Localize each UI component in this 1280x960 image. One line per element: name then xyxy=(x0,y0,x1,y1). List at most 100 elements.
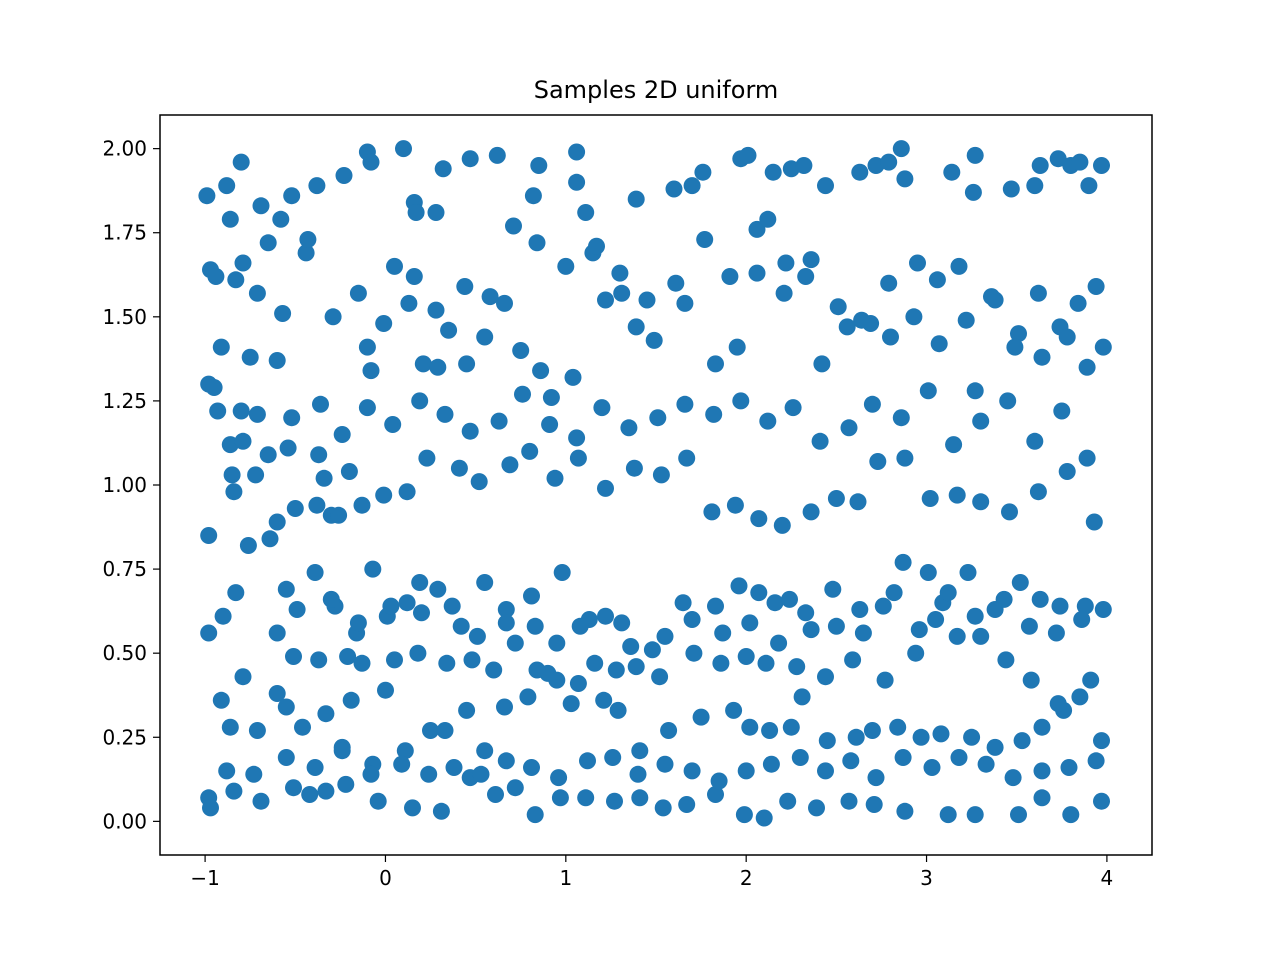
data-point xyxy=(597,291,614,309)
data-point xyxy=(506,634,524,652)
data-point xyxy=(461,150,479,168)
data-point xyxy=(200,624,218,642)
data-point xyxy=(487,786,504,803)
data-point xyxy=(892,140,910,158)
data-point xyxy=(386,651,403,669)
data-point xyxy=(880,153,898,171)
data-point xyxy=(627,318,645,336)
data-point xyxy=(429,358,447,376)
data-point xyxy=(445,759,463,776)
data-point xyxy=(577,789,595,807)
data-point xyxy=(405,268,423,285)
data-point xyxy=(382,597,400,615)
x-tick-label: 2 xyxy=(740,866,753,890)
data-point xyxy=(384,416,402,433)
data-point xyxy=(398,594,416,612)
data-point xyxy=(919,564,937,581)
data-point xyxy=(957,311,975,329)
data-point xyxy=(461,422,479,440)
data-point xyxy=(524,187,542,205)
data-point xyxy=(285,779,302,797)
data-point xyxy=(470,473,488,491)
data-point xyxy=(766,594,784,612)
data-point xyxy=(232,402,250,420)
data-point xyxy=(223,466,241,484)
data-point xyxy=(696,231,714,248)
data-point xyxy=(476,328,494,346)
data-point xyxy=(1093,732,1110,750)
data-point xyxy=(526,617,544,635)
data-point xyxy=(840,792,858,810)
data-point xyxy=(1033,762,1051,780)
data-point xyxy=(705,405,723,423)
data-point xyxy=(294,718,311,736)
data-point xyxy=(551,789,569,807)
data-point xyxy=(759,210,777,228)
data-point xyxy=(571,617,589,635)
data-point xyxy=(851,601,869,618)
data-point xyxy=(741,614,759,632)
data-point xyxy=(694,163,712,181)
data-point xyxy=(889,718,907,736)
data-point xyxy=(429,580,447,598)
data-point xyxy=(248,405,266,423)
data-point xyxy=(995,590,1013,608)
data-point xyxy=(638,291,656,309)
data-point xyxy=(921,490,939,507)
data-point xyxy=(863,722,881,739)
data-point xyxy=(892,409,910,427)
data-point xyxy=(737,762,755,780)
data-point xyxy=(728,338,746,356)
data-point xyxy=(427,204,445,221)
data-point xyxy=(880,274,898,292)
data-point xyxy=(827,490,845,507)
data-point xyxy=(817,668,834,686)
data-point xyxy=(707,355,724,373)
data-point xyxy=(685,644,703,662)
data-point xyxy=(369,792,387,810)
data-point xyxy=(218,177,236,195)
data-point xyxy=(894,553,912,571)
data-point xyxy=(732,392,750,410)
data-point xyxy=(283,187,301,205)
data-point xyxy=(362,153,380,171)
data-point xyxy=(1071,153,1089,171)
data-point xyxy=(248,284,266,302)
data-point xyxy=(1033,348,1051,366)
data-point xyxy=(625,459,643,477)
data-point xyxy=(409,644,427,662)
x-tick-label: 3 xyxy=(920,866,933,890)
data-point xyxy=(707,786,724,803)
data-point xyxy=(209,402,227,420)
data-point xyxy=(651,668,669,686)
data-point xyxy=(420,765,438,783)
data-point xyxy=(528,661,546,679)
data-point xyxy=(530,157,548,174)
data-point xyxy=(400,294,418,312)
data-point xyxy=(413,604,430,622)
data-point xyxy=(225,483,243,501)
data-point xyxy=(1051,597,1069,615)
data-point xyxy=(692,708,710,726)
data-point xyxy=(476,742,494,760)
data-point xyxy=(703,503,721,521)
data-point xyxy=(521,442,539,460)
data-point xyxy=(1013,732,1031,750)
data-point xyxy=(867,769,885,787)
data-point xyxy=(277,749,295,766)
data-point xyxy=(588,237,605,255)
data-point xyxy=(726,496,744,514)
data-point xyxy=(964,183,982,201)
data-point xyxy=(234,668,252,686)
data-point xyxy=(239,537,257,554)
data-point xyxy=(986,738,1004,756)
data-point xyxy=(202,799,219,817)
data-point xyxy=(927,611,945,628)
data-point xyxy=(797,604,815,622)
data-point xyxy=(542,389,560,406)
data-point xyxy=(440,321,458,339)
data-point xyxy=(308,177,326,195)
data-point xyxy=(1029,284,1047,302)
data-point xyxy=(340,463,358,480)
data-point xyxy=(607,661,625,679)
